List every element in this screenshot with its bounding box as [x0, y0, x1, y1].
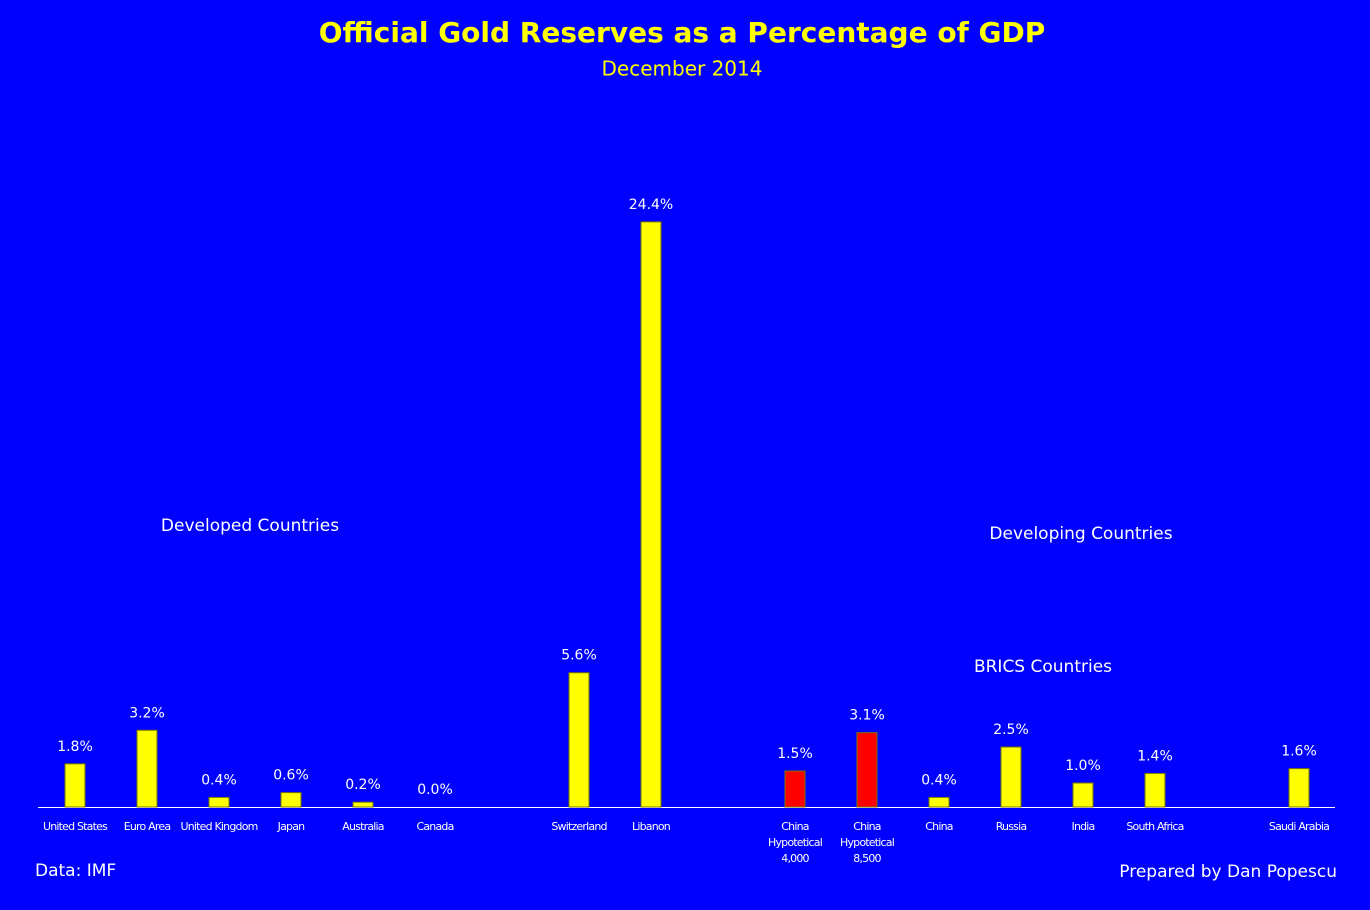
value-label: 1.8%: [57, 739, 93, 755]
bar: [208, 796, 230, 808]
value-label: 3.1%: [849, 708, 885, 724]
annotation: Developing Countries: [989, 524, 1172, 544]
value-label: 24.4%: [629, 197, 673, 213]
x-tick-label: United States: [43, 820, 108, 833]
x-tick-label: United Kingdom: [180, 820, 257, 833]
value-label: 0.4%: [201, 772, 237, 788]
bar: [928, 796, 950, 808]
bar: [64, 763, 86, 808]
x-tick-label: China Hypotetical 8,500: [840, 820, 895, 865]
x-tick-label: China Hypotetical 4,000: [768, 820, 823, 865]
value-label: 1.6%: [1281, 744, 1317, 760]
x-tick-label: Switzerland: [551, 820, 606, 833]
bar: [280, 792, 302, 808]
bar: [1288, 768, 1310, 808]
value-label: 0.2%: [345, 777, 381, 793]
bar: [1072, 782, 1094, 808]
value-label: 1.0%: [1065, 758, 1101, 774]
value-label: 1.4%: [1137, 748, 1173, 764]
source-note: Data: IMF: [35, 861, 116, 881]
bar: [640, 221, 662, 808]
value-label: 3.2%: [129, 705, 165, 721]
value-label: 2.5%: [993, 722, 1029, 738]
chart-subtitle: December 2014: [602, 57, 763, 81]
bar: [568, 672, 590, 808]
value-label: 0.4%: [921, 772, 957, 788]
annotation: BRICS Countries: [974, 657, 1112, 677]
x-tick-label: Euro Area: [124, 820, 171, 833]
x-tick-label: Saudi Arabia: [1269, 820, 1329, 833]
bar: [784, 770, 806, 808]
chart-title: Official Gold Reserves as a Percentage o…: [319, 16, 1046, 49]
bar: [856, 732, 878, 808]
annotation: Developed Countries: [161, 516, 339, 536]
x-tick-label: India: [1072, 820, 1095, 833]
x-tick-label: Canada: [416, 820, 453, 833]
bar: [136, 729, 158, 808]
x-tick-label: Australia: [342, 820, 384, 833]
value-label: 5.6%: [561, 648, 597, 664]
x-tick-label: South Africa: [1126, 820, 1183, 833]
x-tick-label: China: [925, 820, 952, 833]
bar: [1000, 746, 1022, 808]
credit-note: Prepared by Dan Popescu: [1119, 862, 1337, 882]
value-label: 0.6%: [273, 768, 309, 784]
x-tick-label: Libanon: [632, 820, 671, 833]
value-label: 0.0%: [417, 782, 453, 798]
x-tick-label: Japan: [277, 820, 306, 833]
x-tick-label: Russia: [996, 820, 1027, 833]
bar: [352, 801, 374, 808]
value-label: 1.5%: [777, 746, 813, 762]
bar: [1144, 772, 1166, 808]
